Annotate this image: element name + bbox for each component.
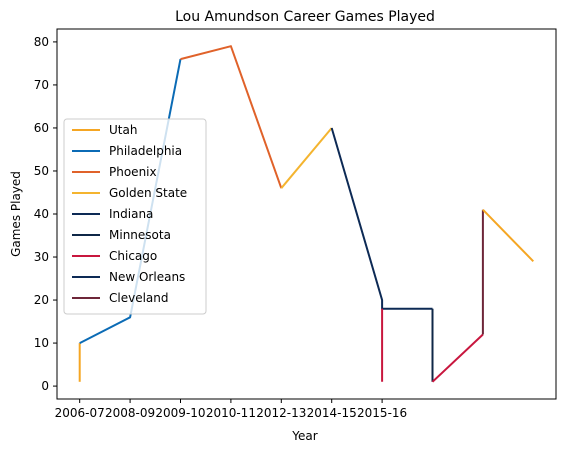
series-line-phoenix <box>180 45 283 189</box>
y-axis-label: Games Played <box>9 171 23 257</box>
legend-label: Indiana <box>109 207 153 221</box>
y-tick-label: 60 <box>34 121 49 135</box>
legend-label: Utah <box>109 123 137 137</box>
x-axis: 2006-07 2008-09 2009-10 2010-11 2012-13 2014-… <box>55 399 407 420</box>
x-tick-label: 2008-09 <box>105 406 155 420</box>
series-line-chicago <box>431 333 484 383</box>
y-tick-label: 30 <box>34 250 49 264</box>
x-tick-label: 2010-11 <box>206 406 256 420</box>
legend-label: Golden State <box>109 186 187 200</box>
legend-label: New Orleans <box>109 270 185 284</box>
legend-label: Cleveland <box>109 291 169 305</box>
x-tick-label: 2015-16 <box>357 406 407 420</box>
y-tick-label: 20 <box>34 293 49 307</box>
legend-label: Chicago <box>109 249 157 263</box>
y-tick-label: 40 <box>34 207 49 221</box>
y-tick-label: 0 <box>41 379 49 393</box>
x-axis-label: Year <box>291 429 317 443</box>
y-tick-label: 70 <box>34 78 49 92</box>
x-tick-label: 2006-07 <box>55 406 105 420</box>
x-tick-label: 2009-10 <box>155 406 205 420</box>
legend-label: Minnesota <box>109 228 171 242</box>
series-line-indiana <box>330 127 433 310</box>
y-tick-label: 80 <box>34 35 49 49</box>
series-line-golden-state <box>280 127 333 189</box>
x-tick-label: 2014-15 <box>307 406 357 420</box>
legend-label: Philadelphia <box>109 144 182 158</box>
y-tick-label: 50 <box>34 164 49 178</box>
legend-box <box>63 118 207 315</box>
chart-title: Lou Amundson Career Games Played <box>175 9 435 25</box>
y-axis: 0 10 20 30 40 50 60 70 80 <box>34 35 57 393</box>
y-tick-label: 10 <box>34 336 49 350</box>
legend: Utah Philadelphia Phoenix Golden State India… <box>63 118 207 315</box>
x-tick-label: 2012-13 <box>256 406 306 420</box>
series-line-utah <box>482 209 535 262</box>
legend-label: Phoenix <box>109 165 157 179</box>
